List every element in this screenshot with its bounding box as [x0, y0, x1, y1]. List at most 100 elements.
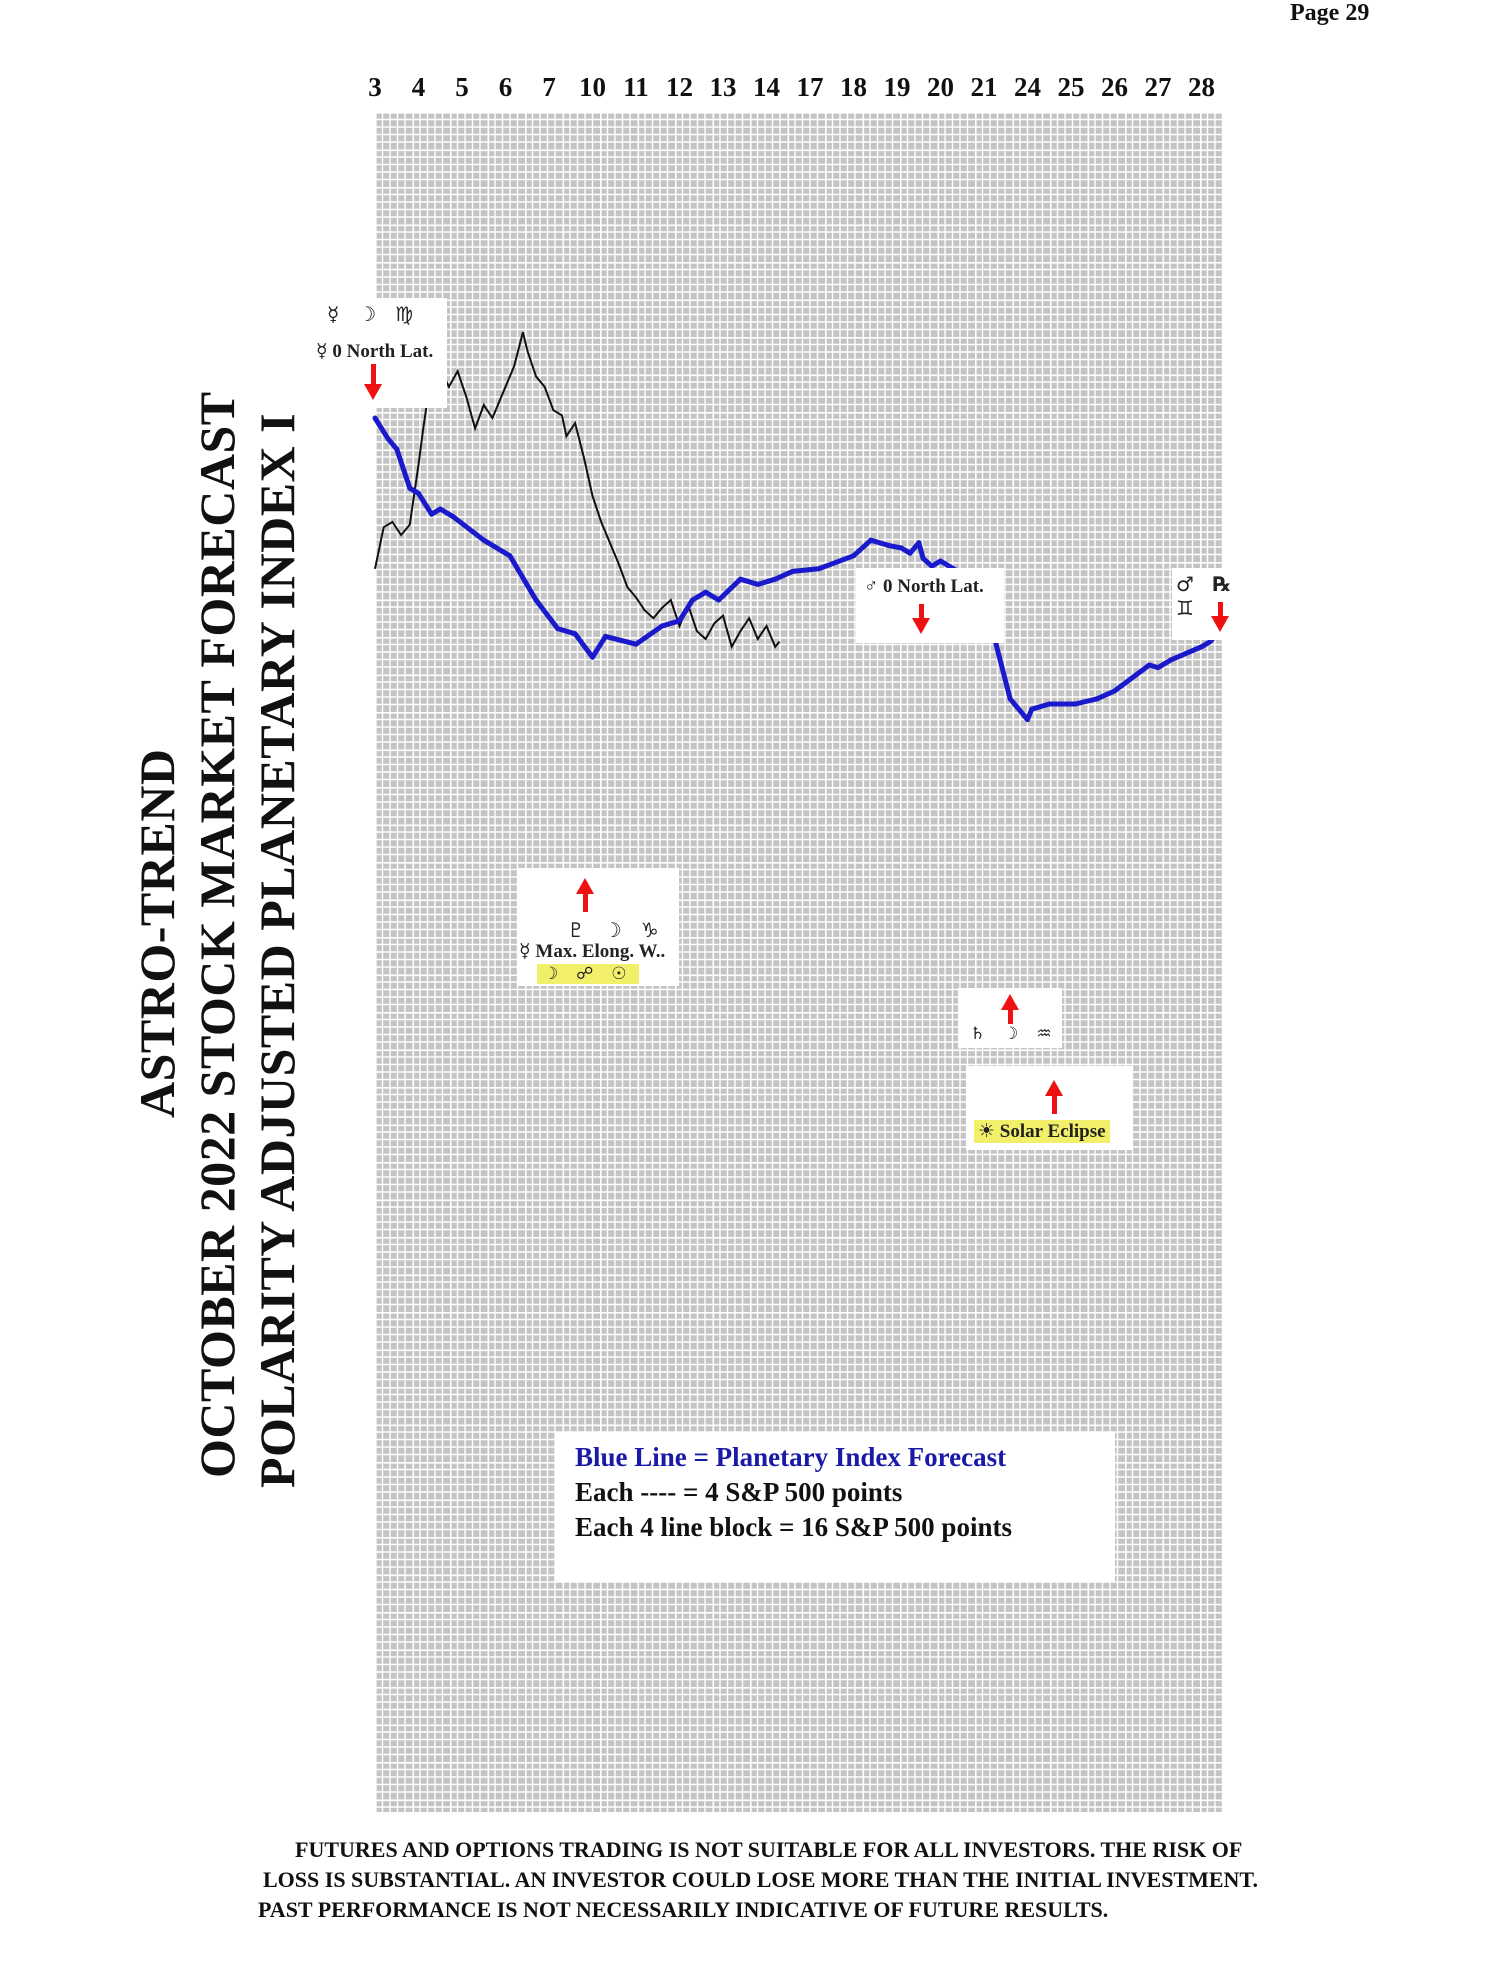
chart-legend: Blue Line = Planetary Index Forecast Eac…: [555, 1432, 1115, 1582]
x-tick-19: 19: [884, 72, 911, 102]
forecast-point-9: [507, 553, 513, 559]
arrow-shaft: [583, 894, 588, 912]
forecast-point-11: [555, 626, 561, 632]
disclaimer-line-1: FUTURES AND OPTIONS TRADING IS NOT SUITA…: [295, 1837, 1243, 1862]
forecast-point-49: [1207, 639, 1213, 645]
forecast-point-23: [772, 576, 778, 582]
legend-scale-block: Each 4 line block = 16 S&P 500 points: [575, 1512, 1012, 1542]
x-tick-27: 27: [1145, 72, 1172, 102]
x-tick-26: 26: [1101, 72, 1128, 102]
forecast-point-28: [885, 542, 891, 548]
forecast-point-26: [851, 553, 856, 559]
annotation-mercury-max-elongation: ♇ ☽ ♑ ☿ Max. Elong. W.. ☽ ☍ ☉: [517, 868, 679, 986]
forecast-point-41: [1072, 701, 1078, 707]
arrow-shaft: [371, 364, 376, 384]
forecast-point-33: [929, 563, 935, 569]
x-tick-7: 7: [542, 72, 556, 102]
x-tick-25: 25: [1058, 72, 1085, 102]
forecast-point-8: [481, 537, 487, 543]
annotation-solar-eclipse: ☀ Solar Eclipse: [966, 1066, 1132, 1150]
forecast-point-16: [659, 623, 665, 629]
arrow-up-icon: [576, 878, 594, 894]
x-tick-5: 5: [455, 72, 469, 102]
forecast-point-45: [1146, 662, 1152, 668]
annotation-label: ☿ Max. Elong. W..: [519, 941, 666, 962]
x-tick-11: 11: [623, 72, 649, 102]
forecast-point-21: [737, 576, 743, 582]
arrow-up-icon: [1001, 994, 1019, 1010]
annotation-label: ♂ 0 North Lat.: [864, 576, 984, 597]
forecast-point-7: [450, 514, 456, 520]
x-tick-17: 17: [797, 72, 824, 102]
legend-forecast-line: Blue Line = Planetary Index Forecast: [575, 1442, 1007, 1472]
annotation-glyphs: ♂ ℞ ♊: [1176, 572, 1237, 620]
annotation-label: ☀ Solar Eclipse: [974, 1120, 1110, 1143]
arrow-down-icon: [912, 618, 930, 634]
forecast-point-13: [590, 654, 595, 660]
forecast-point-10: [533, 597, 539, 603]
forecast-point-12: [572, 631, 578, 637]
forecast-point-5: [429, 511, 435, 517]
forecast-point-39: [1029, 706, 1035, 712]
x-tick-18: 18: [840, 72, 867, 102]
x-tick-12: 12: [666, 72, 693, 102]
disclaimer-line-2: LOSS IS SUBSTANTIAL. AN INVESTOR COULD L…: [263, 1867, 1258, 1892]
annotation-saturn-direct: ♄ ☽ ♒: [958, 988, 1062, 1048]
forecast-point-2: [394, 446, 400, 452]
forecast-point-32: [920, 555, 926, 561]
forecast-point-29: [898, 545, 904, 551]
title-line-3: POLARITY ADJUSTED PLANETARY INDEX I: [249, 412, 305, 1488]
forecast-point-14: [603, 633, 608, 639]
forecast-point-22: [755, 581, 761, 587]
title-line-2: OCTOBER 2022 STOCK MARKET FORECAST: [189, 391, 245, 1478]
x-tick-3: 3: [368, 72, 382, 102]
title-line-1: ASTRO-TREND: [129, 748, 185, 1118]
forecast-point-38: [1025, 717, 1030, 723]
forecast-point-18: [690, 597, 695, 603]
arrow-shaft: [1008, 1010, 1013, 1024]
arrow-shaft: [1052, 1096, 1057, 1114]
forecast-point-24: [790, 568, 796, 574]
forecast-point-15: [633, 641, 639, 647]
forecast-point-17: [677, 618, 682, 624]
forecast-points: [372, 415, 1231, 723]
arrow-down-icon: [364, 384, 382, 400]
forecast-point-43: [1112, 688, 1117, 694]
page-number: Page 29: [1290, 0, 1370, 26]
forecast-point-44: [1129, 675, 1135, 681]
forecast-point-30: [907, 550, 913, 556]
annotation-label: ☿ 0 North Lat.: [316, 341, 434, 362]
forecast-point-0: [372, 415, 378, 421]
forecast-point-19: [703, 589, 709, 595]
annotation-mars-north-lat: ♂ 0 North Lat.: [856, 568, 1004, 643]
arrow-up-icon: [1045, 1080, 1063, 1096]
x-tick-10: 10: [579, 72, 606, 102]
x-tick-labels: 3 4 5 6 7 10 11 12 13 14 17 18 19 20 21 24 25 26 27 28: [368, 72, 1215, 102]
forecast-line: [372, 416, 1230, 723]
x-tick-13: 13: [710, 72, 737, 102]
forecast-point-3: [407, 485, 413, 491]
forecast-point-25: [816, 566, 822, 572]
forecast-point-37: [1007, 696, 1013, 702]
legend-scale-line: Each ---- = 4 S&P 500 points: [575, 1477, 903, 1507]
annotation-highlight: ☽ ☍ ☉: [537, 964, 639, 984]
annotation-glyphs: ♄ ☽ ♒: [970, 1024, 1058, 1044]
arrow-shaft: [1218, 602, 1223, 616]
x-tick-6: 6: [499, 72, 513, 102]
disclaimer: FUTURES AND OPTIONS TRADING IS NOT SUITA…: [250, 1835, 1470, 1925]
forecast-point-47: [1168, 657, 1174, 663]
x-tick-28: 28: [1188, 72, 1215, 102]
forecast-point-31: [916, 540, 922, 546]
annotation-mercury-north-lat: ☿ ☽ ♍ ☿ 0 North Lat.: [312, 298, 447, 408]
forecast-point-20: [716, 597, 722, 603]
forecast-point-1: [385, 436, 391, 442]
annotation-mars-retrograde: ♂ ℞ ♊: [1172, 568, 1268, 640]
forecast-point-40: [1046, 701, 1052, 707]
arrow-down-icon: [1211, 616, 1229, 632]
x-tick-14: 14: [753, 72, 780, 102]
forecast-point-34: [938, 558, 943, 564]
forecast-point-46: [1155, 665, 1161, 671]
forecast-point-6: [437, 506, 443, 512]
forecast-point-42: [1094, 696, 1100, 702]
forecast-point-27: [868, 537, 874, 543]
